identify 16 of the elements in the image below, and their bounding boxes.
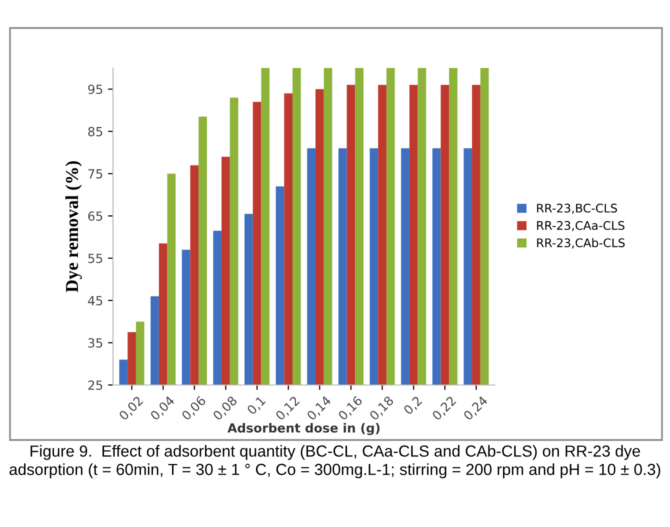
x-axis-title: Adsorbent dose in (g) — [227, 422, 380, 436]
legend-label: RR-23,BC-CLS — [537, 204, 617, 214]
y-tick-label: 35 — [88, 338, 102, 348]
x-tick-label: 0,2 — [403, 396, 424, 416]
y-tick-label: 85 — [88, 126, 102, 136]
caption: Figure 9. Effect of adsorbent quantity (BC-CL, CAa-CLS and CAb-CLS) on RR-23 dye adsorption (t = 60min, T = 30 ± 1 ° C, Co = 300mg.L-1; stirring = 200 rpm and pH = 10 ± 0.3) — [10, 445, 660, 478]
x-tick-label: 0,1 — [246, 396, 267, 416]
y-tick-label: 55 — [88, 254, 102, 264]
y-tick-label: 25 — [88, 380, 102, 390]
legend-label: RR-23,CAb-CLS — [537, 238, 625, 248]
y-tick-label: 65 — [88, 211, 102, 221]
y-tick-label: 95 — [88, 84, 102, 94]
y-tick-label: 75 — [88, 169, 102, 179]
legend-label: RR-23,CAa-CLS — [537, 220, 624, 232]
y-axis-title: Dye removal (%) — [65, 161, 82, 292]
y-tick-label: 45 — [88, 296, 102, 306]
